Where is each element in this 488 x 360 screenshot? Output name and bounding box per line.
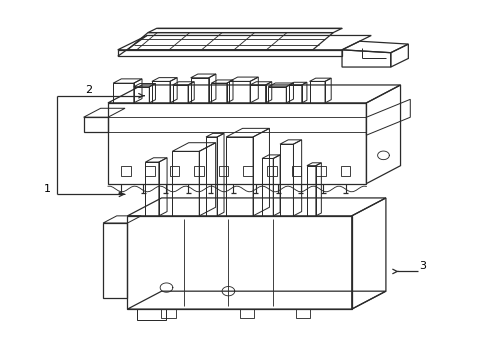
Text: 2: 2 [85,85,92,95]
Text: 3: 3 [418,261,425,271]
Text: 1: 1 [43,184,50,194]
